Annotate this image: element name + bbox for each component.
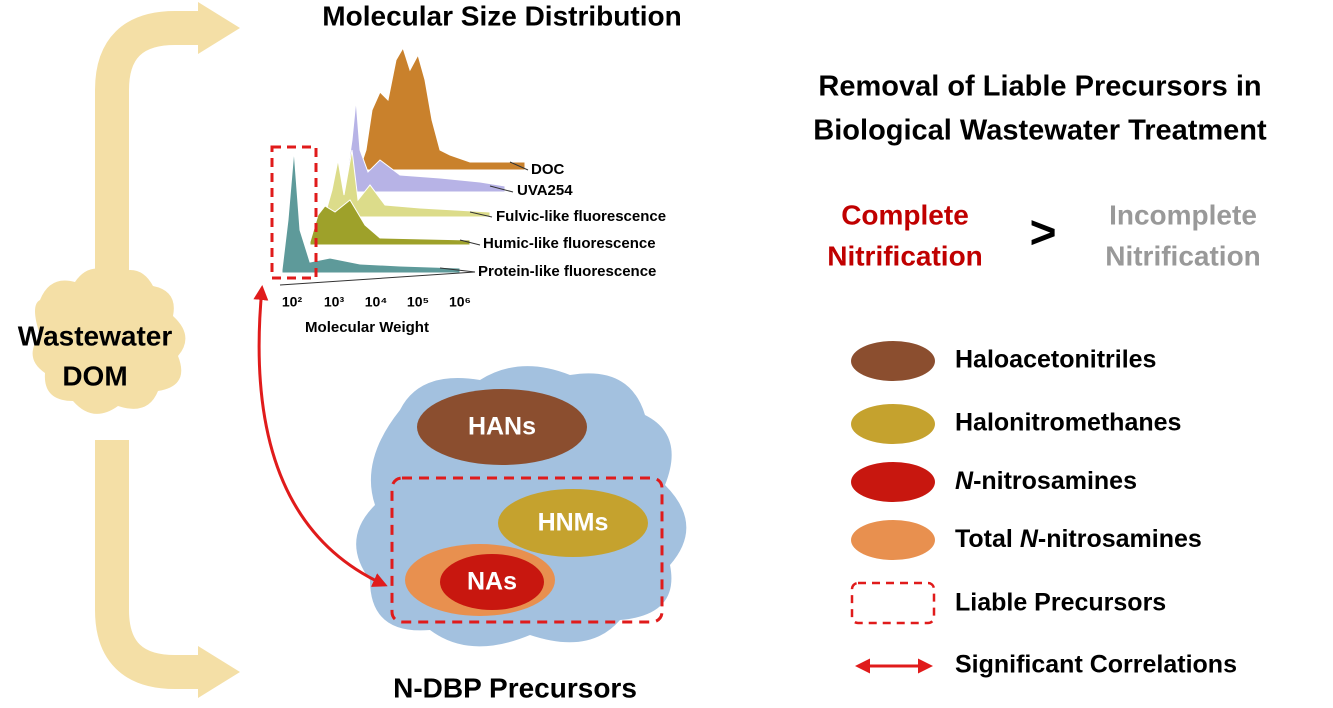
x-tick-label: 10⁴ [365,294,388,310]
comparison-right: Incomplete [1109,199,1257,230]
correlation-arrow [253,285,388,587]
legend-label: Haloacetonitriles [955,346,1156,374]
legend-label-italic: N [955,467,974,495]
legend: Haloacetonitriles Halonitromethanes N-ni… [850,341,1237,679]
legend-label: Total N-nitrosamines [955,525,1202,553]
legend-swatch [851,404,935,444]
node-label: HANs [468,413,536,441]
ridges [281,46,526,274]
x-tick-label: 10⁶ [449,294,471,310]
arrow-head [198,2,240,54]
comparison-left: Nitrification [827,240,983,271]
legend-label-rest: -nitrosamines [1038,525,1202,553]
legend-label-prefix: Total [955,525,1020,553]
arrow-head [198,646,240,698]
comparison-operator: > [1030,206,1057,258]
heading: Biological Wastewater Treatment [813,115,1267,147]
x-axis-label: Molecular Weight [305,319,429,336]
node-label: NAs [467,568,517,596]
liable-box [270,145,318,280]
x-tick-label: 10³ [324,294,345,310]
comparison-left: Complete [841,199,969,230]
series-label: UVA254 [517,182,573,199]
series-label: DOC [531,161,565,178]
precursors-title: N-DBP Precursors [393,672,637,703]
comparison-right: Nitrification [1105,240,1261,271]
legend-swatch [850,581,936,625]
legend-swatch [851,341,935,381]
x-tick-label: 10⁵ [407,294,429,310]
msd-title: Molecular Size Distribution [322,0,681,31]
legend-label: Liable Precursors [955,589,1166,617]
series-label: Fulvic-like fluorescence [496,208,666,225]
heading: Removal of Liable Precursors in [818,71,1261,103]
legend-label: Significant Correlations [955,651,1237,679]
liable-box [390,476,664,624]
source-label: Wastewater [18,320,173,351]
source-cloud [32,268,186,414]
legend-label: N-nitrosamines [955,467,1137,495]
x-tick-label: 10² [282,294,303,310]
hans-ellipse [417,389,587,465]
legend-swatch [851,520,935,560]
hnms-ellipse [498,489,648,557]
ridge-leaders [279,161,529,286]
legend-label-italic: N [1020,525,1039,553]
flow-arrows [95,10,200,689]
legend-label-rest: -nitrosamines [973,467,1137,495]
series-label: Protein-like fluorescence [478,263,656,280]
nas-ellipse [440,554,544,610]
source-label: DOM [62,360,127,391]
legend-swatch [851,462,935,502]
series-label: Humic-like fluorescence [483,235,656,252]
node-label: HNMs [538,509,609,537]
legend-label: Halonitromethanes [955,409,1181,437]
